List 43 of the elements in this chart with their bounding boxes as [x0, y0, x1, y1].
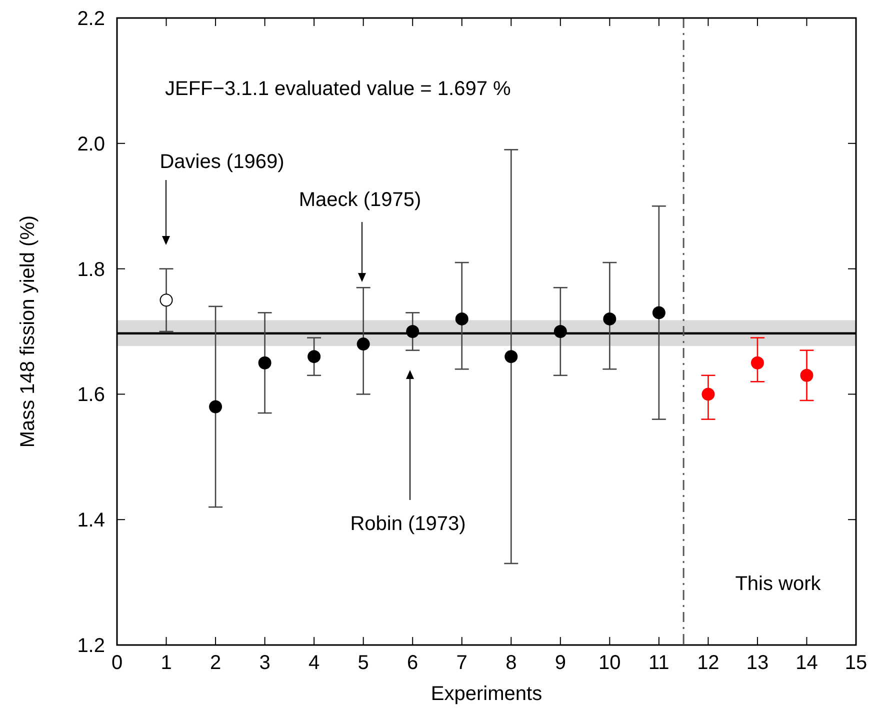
x-tick-label: 10 — [598, 652, 621, 674]
point — [702, 388, 715, 401]
point — [455, 312, 468, 326]
point — [603, 312, 616, 326]
x-tick-label: 14 — [796, 652, 818, 674]
point — [800, 368, 814, 382]
annotation: Davies (1969) — [160, 151, 284, 173]
x-tick-label: 3 — [259, 652, 270, 674]
y-tick-label: 1.6 — [77, 384, 105, 406]
x-tick-label: 4 — [308, 652, 320, 674]
point — [356, 338, 370, 351]
x-tick-label: 7 — [456, 652, 468, 674]
annotation: This work — [735, 573, 822, 595]
point — [160, 294, 173, 307]
x-tick-label: 6 — [407, 652, 418, 674]
y-tick-label: 2.2 — [77, 8, 105, 30]
x-tick-label: 9 — [554, 652, 566, 674]
y-tick-label: 1.2 — [77, 635, 105, 657]
point — [406, 325, 420, 338]
y-tick-label: 2.0 — [77, 133, 105, 156]
x-tick-label: 2 — [210, 652, 222, 674]
x-tick-label: 13 — [746, 652, 769, 674]
point — [308, 350, 321, 364]
y-axis-title: Mass 148 fission yield (%) — [17, 215, 39, 448]
ref-line-label: JEFF−3.1.1 evaluated value = 1.697 % — [165, 78, 511, 100]
point — [209, 400, 222, 414]
x-axis-title: Experiments — [430, 683, 542, 705]
point — [504, 350, 518, 364]
point — [554, 325, 567, 338]
point — [750, 356, 764, 370]
y-tick-label: 1.4 — [77, 510, 105, 532]
annotation: Robin (1973) — [350, 513, 466, 535]
y-tick-label: 1.8 — [77, 258, 105, 281]
x-tick-label: 0 — [111, 652, 123, 674]
point — [258, 356, 272, 370]
x-tick-label: 11 — [648, 652, 670, 674]
x-tick-label: 1 — [160, 652, 172, 674]
x-tick-label: 12 — [697, 652, 720, 674]
point — [652, 306, 666, 320]
annotation: Maeck (1975) — [298, 189, 422, 211]
x-tick-label: 8 — [506, 652, 517, 674]
x-tick-label: 5 — [358, 652, 369, 674]
x-tick-label: 15 — [844, 652, 868, 674]
